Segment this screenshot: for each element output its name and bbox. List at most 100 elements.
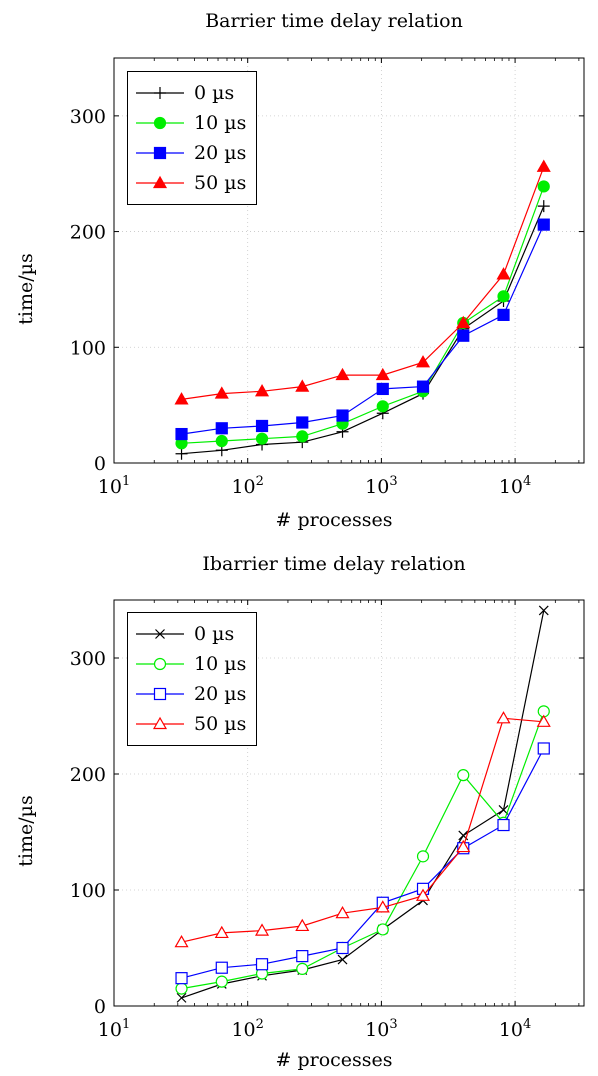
barrier-data-point-3 — [174, 392, 189, 405]
barrier-data-point-3 — [456, 315, 471, 329]
ibarrier-data-point-3 — [536, 714, 551, 727]
ibarrier-data-point-3 — [254, 923, 270, 936]
ibarrier-y-tick-label: 0 — [94, 996, 106, 1018]
ibarrier-data-point-2 — [497, 818, 510, 832]
barrier-data-point-2 — [336, 409, 349, 422]
ibarrier-series-line-3 — [181, 717, 544, 943]
ibarrier-data-point-2 — [175, 972, 188, 985]
ibarrier-chart: 101 102 103 104 0 100 200 300 — [70, 599, 585, 1041]
ibarrier-legend-item: 50 µs — [134, 709, 246, 739]
ibarrier-legend-label: 50 µs — [194, 713, 247, 735]
barrier-legend-item: 10 µs — [134, 108, 246, 138]
ibarrier-legend-swatch — [136, 687, 184, 701]
ibarrier-legend-swatch — [136, 657, 184, 671]
ibarrier-data-point-1 — [215, 975, 228, 988]
barrier-legend-swatch — [136, 146, 184, 160]
ibarrier-y-tick-label: 300 — [70, 648, 106, 670]
ibarrier-data-point-1 — [376, 923, 389, 936]
barrier-data-point-2 — [457, 329, 470, 342]
barrier-series-line-1 — [181, 186, 545, 444]
barrier-legend-swatch — [136, 87, 184, 99]
barrier-data-point-3 — [254, 384, 270, 397]
barrier-data-point-1 — [296, 430, 309, 443]
ibarrier-data-point-1 — [416, 850, 430, 863]
barrier-legend-item: 20 µs — [134, 138, 246, 168]
barrier-data-point-3 — [335, 367, 350, 381]
barrier-legend-label: 0 µs — [194, 82, 235, 104]
ibarrier-data-point-1 — [457, 769, 470, 782]
ibarrier-series-line-2 — [181, 748, 545, 979]
barrier-legend-label: 50 µs — [194, 172, 247, 194]
barrier-data-point-3 — [496, 267, 511, 280]
barrier-legend-marker — [153, 116, 167, 130]
barrier-y-tick-label: 200 — [70, 222, 106, 244]
ibarrier-legend-item: 0 µs — [134, 619, 246, 649]
barrier-legend-label: 10 µs — [194, 112, 247, 134]
ibarrier-legend-swatch — [136, 716, 184, 730]
ibarrier-y-tick-label: 100 — [70, 880, 106, 902]
ibarrier-x-tick-label: 103 — [365, 1017, 397, 1041]
ibarrier-y-tick-label: 200 — [70, 764, 106, 786]
barrier-legend-marker — [152, 175, 168, 189]
barrier-y-tick-label: 100 — [70, 337, 106, 359]
ibarrier-x-tick-label: 102 — [231, 1017, 263, 1041]
ibarrier-legend-label: 0 µs — [194, 623, 235, 645]
barrier-legend-swatch — [136, 116, 184, 130]
ibarrier-series-line-0 — [181, 610, 545, 999]
ibarrier-x-tick-label: 101 — [98, 1017, 130, 1041]
ibarrier-legend-marker — [155, 629, 165, 639]
ibarrier-data-point-3 — [174, 934, 189, 948]
ibarrier-data-point-1 — [175, 982, 188, 995]
ibarrier-legend-label: 10 µs — [194, 653, 247, 675]
barrier-data-point-1 — [215, 434, 228, 448]
barrier-series-line-2 — [181, 224, 545, 435]
ibarrier-series-line-1 — [181, 711, 545, 990]
ibarrier-data-point-2 — [537, 742, 550, 755]
barrier-data-point-0 — [537, 200, 550, 213]
barrier-x-tick-label: 101 — [98, 474, 130, 498]
ibarrier-legend-marker — [153, 687, 167, 701]
barrier-data-point-2 — [255, 419, 269, 433]
barrier-chart: 101 102 103 104 0 100 200 300 — [70, 57, 585, 498]
barrier-data-point-3 — [536, 159, 551, 172]
ibarrier-data-point-3 — [335, 905, 350, 919]
ibarrier-chart-xlabel: # processes — [275, 1049, 393, 1071]
ibarrier-data-point-3 — [456, 839, 471, 853]
ibarrier-plot-frame — [113, 599, 585, 1007]
barrier-data-point-3 — [295, 379, 310, 392]
barrier-y-tick-label: 0 — [94, 453, 106, 475]
ibarrier-data-point-3 — [496, 711, 511, 724]
barrier-data-point-1 — [497, 290, 510, 303]
barrier-data-point-2 — [175, 427, 188, 441]
ibarrier-chart-legend: 0 µs 10 µs 20 µs 50 µs — [127, 612, 258, 746]
barrier-data-point-1 — [255, 432, 269, 445]
barrier-x-tick-label: 104 — [499, 474, 531, 498]
barrier-data-point-2 — [376, 382, 389, 396]
ibarrier-data-point-0 — [337, 954, 348, 965]
barrier-data-point-2 — [416, 380, 430, 393]
barrier-plot-frame — [113, 57, 585, 464]
barrier-chart-legend: 0 µs 10 µs 20 µs 50 µs — [127, 71, 258, 205]
barrier-data-point-2 — [497, 308, 510, 321]
barrier-legend-item: 0 µs — [134, 78, 246, 108]
barrier-legend-marker — [153, 146, 167, 160]
ibarrier-legend-marker — [152, 716, 168, 730]
ibarrier-data-point-2 — [215, 961, 228, 974]
barrier-chart-title: Barrier time delay relation — [205, 10, 463, 32]
barrier-x-tick-label: 103 — [365, 474, 397, 498]
ibarrier-legend-item: 20 µs — [134, 679, 246, 709]
barrier-legend-marker — [154, 87, 166, 99]
barrier-x-tick-label: 102 — [231, 474, 263, 498]
ibarrier-data-point-1 — [296, 962, 309, 975]
barrier-data-point-1 — [537, 180, 550, 193]
barrier-data-point-1 — [376, 400, 389, 413]
barrier-data-point-3 — [415, 355, 431, 368]
ibarrier-data-point-0 — [176, 992, 187, 1003]
barrier-chart-xlabel: # processes — [275, 509, 393, 531]
barrier-data-point-3 — [375, 367, 390, 381]
barrier-legend-label: 20 µs — [194, 142, 247, 164]
ibarrier-data-point-3 — [415, 888, 431, 901]
barrier-data-point-2 — [296, 416, 309, 429]
ibarrier-data-point-3 — [214, 925, 229, 939]
